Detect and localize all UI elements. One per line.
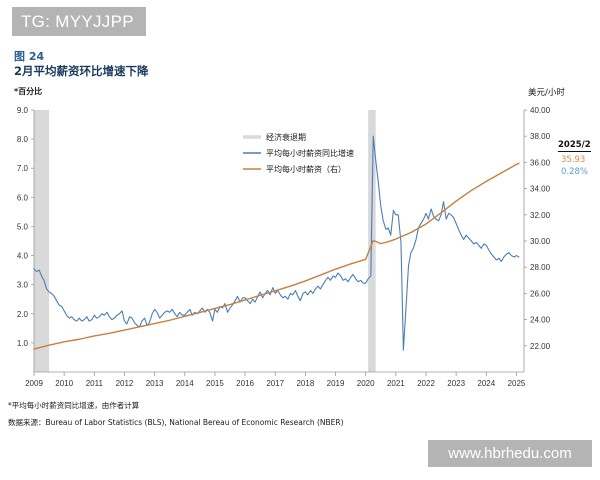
callout-wage-value: 35.93 (561, 155, 586, 165)
right-axis-tick-label: 22.00 (530, 342, 551, 351)
left-axis-tick-label: 7.0 (17, 164, 29, 173)
x-axis-tick-label: 2019 (327, 379, 345, 388)
x-axis-tick-label: 2018 (296, 379, 314, 388)
callout-date: 2025/2 (558, 140, 591, 152)
watermark-top-banner: TG: MYYJJPP (12, 7, 146, 36)
left-axis-unit-label: *百分比 (14, 87, 43, 96)
right-axis-tick-label: 26.00 (530, 289, 551, 298)
watermark-bottom-banner: www.hbrhedu.com (428, 440, 592, 467)
legend-label: 经济衰退期 (266, 132, 306, 142)
right-axis-tick-label: 34.00 (530, 185, 551, 194)
left-axis-tick-label: 4.0 (17, 252, 29, 261)
footnote-source: 数据来源：Bureau of Labor Statistics (BLS), N… (8, 418, 344, 427)
x-axis-tick-label: 2011 (86, 379, 104, 388)
legend-label: 平均每小时薪资同比增速 (266, 148, 354, 158)
x-axis-tick-label: 2021 (387, 379, 405, 388)
footnote-method: *平均每小时薪资同比增速，由作者计算 (8, 401, 140, 410)
x-axis-tick-label: 2015 (206, 379, 224, 388)
x-axis-tick-label: 2014 (176, 379, 194, 388)
footnotes: *平均每小时薪资同比增速，由作者计算 数据来源：Bureau of Labor … (8, 400, 344, 434)
series-line-wage-growth (33, 135, 520, 351)
right-axis-tick-label: 32.00 (530, 211, 551, 220)
x-axis-tick-label: 2013 (146, 379, 164, 388)
x-axis-tick-label: 2022 (417, 379, 435, 388)
legend-label: 平均每小时薪资（右） (266, 164, 346, 174)
left-axis-tick-label: 5.0 (17, 222, 29, 231)
left-axis-tick-label: 1.0 (17, 339, 29, 348)
x-axis-tick-label: 2020 (357, 379, 375, 388)
latest-value-callout: 2025/2 35.93 0.28% (558, 132, 598, 177)
right-axis-tick-label: 28.00 (530, 263, 551, 272)
recession-band (34, 110, 50, 372)
x-axis-tick-label: 2023 (447, 379, 465, 388)
left-axis-tick-label: 9.0 (17, 106, 29, 115)
left-axis-tick-label: 3.0 (17, 281, 29, 290)
x-axis-tick-label: 2024 (477, 379, 495, 388)
x-axis-tick-label: 2017 (266, 379, 284, 388)
left-axis-tick-label: 6.0 (17, 193, 29, 202)
right-axis-tick-label: 38.00 (530, 132, 551, 141)
x-axis-tick-label: 2010 (55, 379, 73, 388)
x-axis-tick-label: 2025 (508, 379, 526, 388)
x-axis-tick-label: 2012 (116, 379, 134, 388)
right-axis-tick-label: 36.00 (530, 158, 551, 167)
x-axis-tick-label: 2009 (25, 379, 43, 388)
watermark-top-text: TG: MYYJJPP (21, 11, 134, 31)
figure-number: 图 24 (14, 50, 45, 63)
x-axis-tick-label: 2016 (236, 379, 254, 388)
page-title: 2月平均薪资环比增速下降 (14, 64, 149, 78)
right-axis-tick-label: 40.00 (530, 106, 551, 115)
right-axis-unit-label: 美元/小时 (528, 88, 565, 98)
left-axis-tick-label: 8.0 (17, 135, 29, 144)
series-line-wage-level (33, 162, 520, 350)
callout-growth-value: 0.28% (561, 167, 589, 177)
right-axis-tick-label: 30.00 (530, 237, 551, 246)
watermark-bottom-text: www.hbrhedu.com (448, 445, 572, 462)
left-axis-tick-label: 2.0 (17, 310, 29, 319)
right-axis-tick-label: 24.00 (530, 316, 551, 325)
